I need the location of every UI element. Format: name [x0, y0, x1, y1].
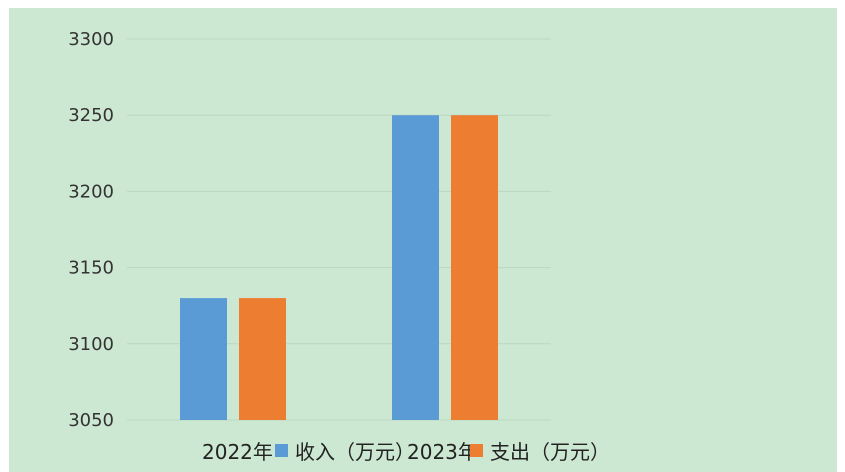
legend-label-expense: 支出（万元） [490, 440, 610, 464]
legend-label-income: 收入（万元） [295, 440, 415, 464]
bar-income-2022年 [180, 298, 227, 420]
y-tick-label: 3200 [68, 181, 114, 202]
x-category-label: 2022年 [202, 440, 273, 464]
y-tick-label: 3100 [68, 334, 114, 355]
bar-income-2023年 [392, 115, 439, 420]
y-tick-label: 3150 [68, 258, 114, 279]
bar-expense-2022年 [239, 298, 286, 420]
legend-swatch-income [275, 444, 288, 457]
chart-area: 3300 3250 3200 3150 3100 3050 2022年 收入（万元） 2023年… [9, 8, 837, 472]
legend-swatch-expense [470, 444, 483, 457]
y-tick-label: 3050 [68, 410, 114, 431]
bar-expense-2023年 [451, 115, 498, 420]
bar-chart: 3300 3250 3200 3150 3100 3050 2022年 收入（万元）2023年… [68, 29, 610, 464]
x-category-label: 2023年 [407, 440, 478, 464]
y-tick-label: 3250 [68, 105, 114, 126]
y-tick-label: 3300 [68, 29, 114, 50]
